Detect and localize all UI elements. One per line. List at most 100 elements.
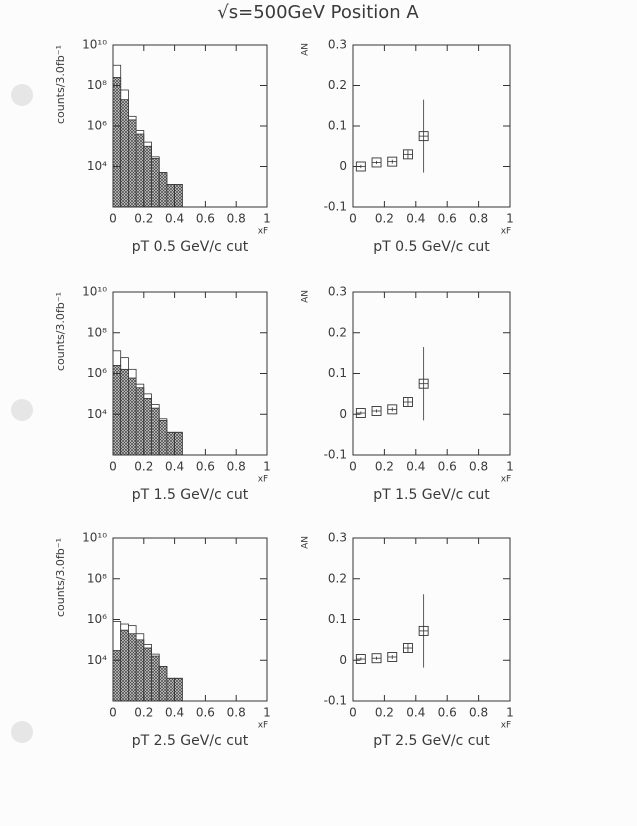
y-tick-label: 10¹⁰ (82, 285, 107, 299)
x-tick-label: 0.8 (227, 460, 246, 474)
y-axis-label: AN (301, 43, 311, 56)
x-axis-label: xF (501, 721, 512, 731)
x-axis-label: xF (501, 475, 512, 485)
histogram-bar (112, 650, 122, 702)
x-axis-label: xF (501, 227, 512, 237)
histogram-bar (143, 145, 152, 208)
x-tick-label: 0 (109, 212, 117, 226)
y-tick-label: 10⁶ (87, 366, 107, 380)
caption: pT 1.5 GeV/c cut (132, 487, 249, 503)
y-tick-label: 10⁸ (87, 571, 107, 585)
histogram-bar (120, 629, 129, 702)
y-tick-label: 10⁴ (87, 407, 107, 421)
y-tick-label: 0.2 (328, 325, 347, 339)
y-tick-label: 10⁶ (87, 119, 107, 133)
histogram-bar (143, 647, 152, 702)
x-tick-label: 0.4 (406, 212, 425, 226)
x-tick-label: 0.6 (196, 212, 215, 226)
histogram-bar (166, 184, 175, 208)
x-tick-label: 0 (349, 460, 357, 474)
y-tick-label: 10¹⁰ (82, 531, 107, 545)
y-axis-label: counts/3.0fb⁻¹ (54, 538, 67, 617)
y-tick-label: 0.2 (328, 78, 347, 92)
histogram-bar (127, 633, 137, 702)
histogram-bar (151, 158, 160, 208)
x-tick-label: 0.8 (469, 706, 488, 720)
y-axis-label: AN (301, 290, 311, 303)
histogram-bar (127, 377, 137, 456)
y-tick-label: 0.1 (328, 366, 347, 380)
histogram-bar (166, 431, 175, 456)
x-tick-label: 0.2 (134, 460, 153, 474)
x-tick-label: 0.4 (406, 460, 425, 474)
histogram-bar (151, 655, 160, 702)
x-tick-label: 1 (263, 706, 271, 720)
x-tick-label: 0 (109, 460, 117, 474)
y-axis-label: AN (301, 536, 311, 549)
histogram-bar (127, 119, 137, 208)
x-tick-label: 0.6 (438, 706, 457, 720)
x-tick-label: 0 (349, 706, 357, 720)
histogram-bar (151, 407, 160, 456)
x-tick-label: 0.2 (134, 706, 153, 720)
caption: pT 2.5 GeV/c cut (132, 733, 249, 749)
y-tick-label: 0.3 (328, 531, 347, 545)
y-tick-label: 0 (339, 653, 347, 667)
y-tick-label: 0.3 (328, 285, 347, 299)
histogram-bar (158, 665, 168, 702)
x-tick-label: 0.2 (375, 212, 394, 226)
x-tick-label: 0.6 (196, 460, 215, 474)
caption: pT 2.5 GeV/c cut (373, 733, 490, 749)
histogram-bar (174, 677, 183, 702)
x-tick-label: 1 (506, 460, 514, 474)
caption: pT 1.5 GeV/c cut (373, 487, 490, 503)
histogram-bar (158, 172, 168, 208)
y-tick-label: -0.1 (324, 200, 347, 214)
histogram-bar (158, 419, 168, 456)
y-tick-label: 10¹⁰ (82, 38, 107, 52)
x-axis-label: xF (258, 475, 269, 485)
x-tick-label: 0.8 (227, 212, 246, 226)
y-tick-label: 10⁸ (87, 78, 107, 92)
x-axis-label: xF (258, 227, 269, 237)
histogram-bar (112, 77, 122, 208)
histogram-bar (135, 133, 145, 208)
y-tick-label: 0.1 (328, 612, 347, 626)
x-tick-label: 0.8 (469, 212, 488, 226)
binder-hole (11, 399, 33, 421)
x-tick-label: 1 (506, 212, 514, 226)
y-tick-label: 0.1 (328, 119, 347, 133)
histogram-bar (143, 397, 152, 456)
histogram-bar (166, 677, 175, 702)
y-tick-label: 10⁶ (87, 612, 107, 626)
y-tick-label: -0.1 (324, 694, 347, 708)
binder-hole (11, 84, 33, 106)
x-tick-label: 0.2 (134, 212, 153, 226)
histogram-bar (120, 368, 129, 456)
x-tick-label: 0.8 (227, 706, 246, 720)
x-tick-label: 1 (263, 460, 271, 474)
x-tick-label: 0.2 (375, 706, 394, 720)
caption: pT 0.5 GeV/c cut (373, 239, 490, 255)
y-tick-label: 10⁴ (87, 653, 107, 667)
y-axis-label: counts/3.0fb⁻¹ (54, 292, 67, 371)
x-tick-label: 0.6 (438, 212, 457, 226)
histogram-bar (135, 387, 145, 456)
x-tick-label: 0 (109, 706, 117, 720)
y-tick-label: -0.1 (324, 448, 347, 462)
x-tick-label: 1 (506, 706, 514, 720)
page-title: √s=500GeV Position A (217, 2, 419, 23)
histogram-bar (120, 99, 129, 208)
x-tick-label: 0.8 (469, 460, 488, 474)
x-tick-label: 0.6 (196, 706, 215, 720)
histogram-bar (135, 639, 145, 702)
caption: pT 0.5 GeV/c cut (132, 239, 249, 255)
y-axis-label: counts/3.0fb⁻¹ (54, 45, 67, 124)
y-tick-label: 10⁸ (87, 325, 107, 339)
y-tick-label: 10⁴ (87, 159, 107, 173)
y-tick-label: 0.2 (328, 571, 347, 585)
y-tick-label: 0 (339, 159, 347, 173)
histogram-bar (174, 184, 183, 208)
